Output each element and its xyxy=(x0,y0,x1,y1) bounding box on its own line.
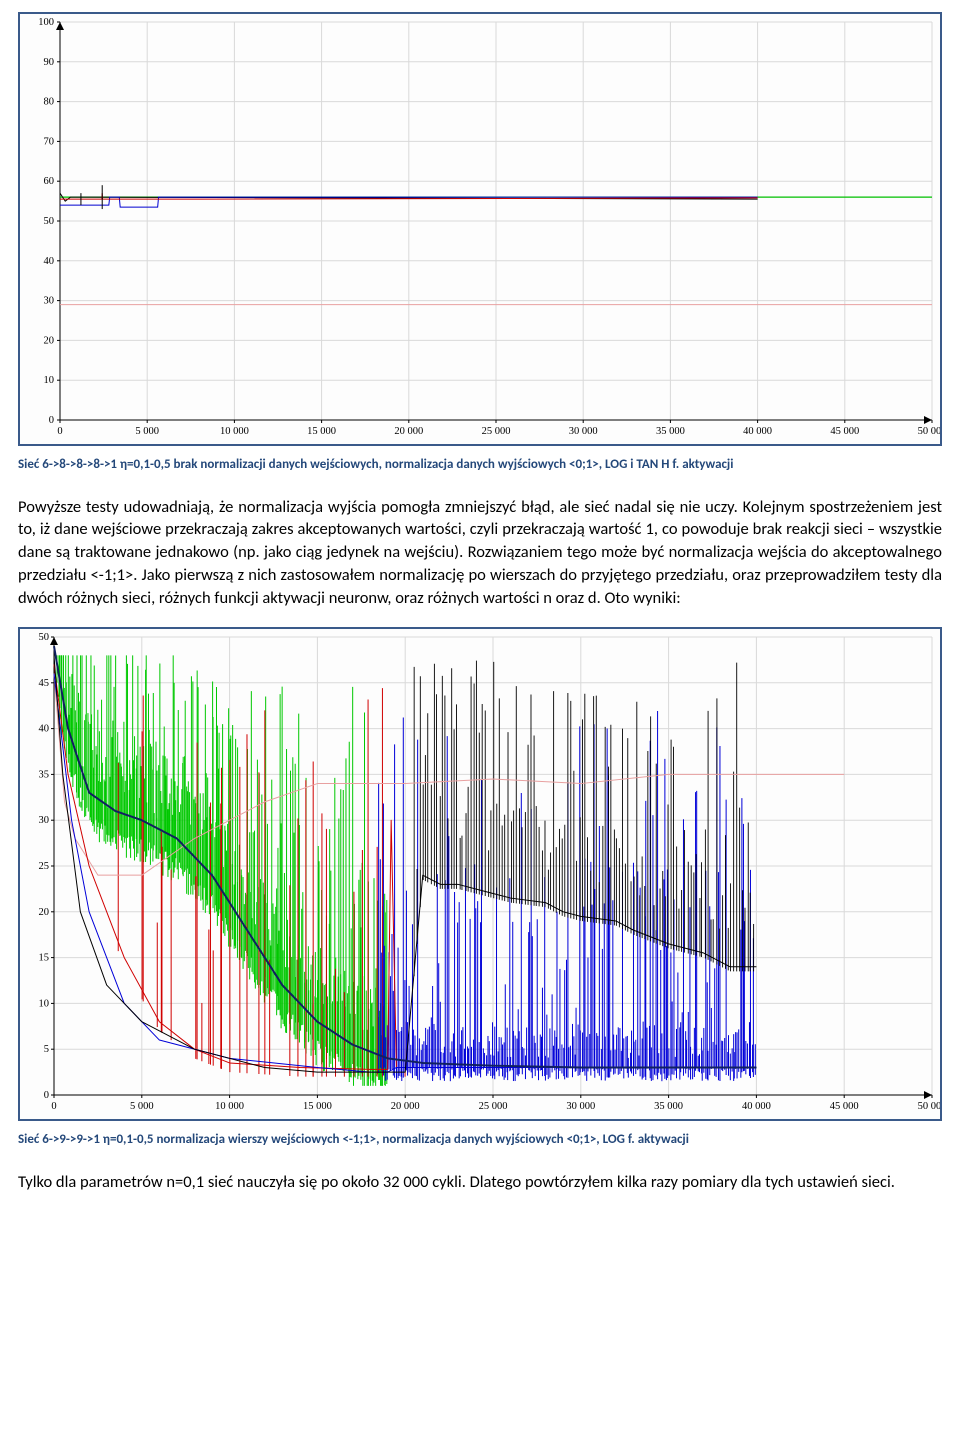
svg-text:50 000: 50 000 xyxy=(918,1101,940,1112)
svg-text:45 000: 45 000 xyxy=(830,426,859,437)
paragraph-1: Powyższe testy udowadniają, że normaliza… xyxy=(18,496,942,610)
svg-text:0: 0 xyxy=(44,1090,49,1101)
svg-text:20 000: 20 000 xyxy=(394,426,423,437)
svg-text:60: 60 xyxy=(44,176,55,187)
svg-text:45 000: 45 000 xyxy=(830,1101,859,1112)
svg-text:35 000: 35 000 xyxy=(654,1101,683,1112)
svg-text:50 000: 50 000 xyxy=(918,426,940,437)
svg-text:80: 80 xyxy=(44,97,55,108)
svg-text:30: 30 xyxy=(39,816,50,827)
svg-text:15: 15 xyxy=(39,953,50,964)
svg-text:35: 35 xyxy=(39,770,50,781)
svg-text:15 000: 15 000 xyxy=(307,426,336,437)
svg-text:40: 40 xyxy=(44,256,55,267)
chart2-frame: 0 5 10 15 20 25 30 35 40 45 50 0 5 000 10 000 15 000 20… xyxy=(18,627,942,1121)
svg-text:70: 70 xyxy=(44,136,55,147)
svg-text:40 000: 40 000 xyxy=(743,426,772,437)
svg-text:10 000: 10 000 xyxy=(215,1101,244,1112)
svg-text:5 000: 5 000 xyxy=(130,1101,154,1112)
chart2-svg: 0 5 10 15 20 25 30 35 40 45 50 0 5 000 10 000 15 000 20… xyxy=(20,629,940,1119)
svg-text:10: 10 xyxy=(39,999,50,1010)
paragraph-2: Tylko dla parametrów n=0,1 sieć nauczyła… xyxy=(18,1171,942,1194)
svg-text:20 000: 20 000 xyxy=(391,1101,420,1112)
svg-text:15 000: 15 000 xyxy=(303,1101,332,1112)
chart1-frame: 0 10 20 30 40 50 60 70 80 90 100 0 5 000 10 000 15 000… xyxy=(18,12,942,446)
svg-text:10 000: 10 000 xyxy=(220,426,249,437)
svg-text:25 000: 25 000 xyxy=(479,1101,508,1112)
svg-text:35 000: 35 000 xyxy=(656,426,685,437)
svg-text:30: 30 xyxy=(44,296,55,307)
chart2-caption: Sieć 6->9->9->1 η=0,1-0,5 normalizacja w… xyxy=(18,1131,942,1149)
svg-text:0: 0 xyxy=(57,426,62,437)
svg-text:30 000: 30 000 xyxy=(566,1101,595,1112)
chart1-svg: 0 10 20 30 40 50 60 70 80 90 100 0 5 000 10 000 15 000… xyxy=(20,14,940,444)
chart1-caption: Sieć 6->8->8->8->1 η=0,1-0,5 brak normal… xyxy=(18,456,942,474)
svg-text:25: 25 xyxy=(39,861,50,872)
svg-text:40 000: 40 000 xyxy=(742,1101,771,1112)
svg-text:20: 20 xyxy=(44,335,55,346)
svg-text:20: 20 xyxy=(39,907,50,918)
svg-text:0: 0 xyxy=(51,1101,56,1112)
svg-text:45: 45 xyxy=(39,678,50,689)
svg-text:5: 5 xyxy=(44,1045,49,1056)
svg-text:10: 10 xyxy=(44,375,55,386)
svg-text:0: 0 xyxy=(49,415,54,426)
chart2-inner: 0 5 10 15 20 25 30 35 40 45 50 0 5 000 10 000 15 000 20… xyxy=(20,629,940,1119)
svg-text:5 000: 5 000 xyxy=(135,426,159,437)
svg-text:100: 100 xyxy=(38,17,54,28)
chart1-inner: 0 10 20 30 40 50 60 70 80 90 100 0 5 000 10 000 15 000… xyxy=(20,14,940,444)
svg-text:40: 40 xyxy=(39,724,50,735)
svg-text:50: 50 xyxy=(44,216,55,227)
svg-text:50: 50 xyxy=(39,632,50,643)
svg-text:30 000: 30 000 xyxy=(569,426,598,437)
svg-text:25 000: 25 000 xyxy=(482,426,511,437)
svg-text:90: 90 xyxy=(44,57,55,68)
